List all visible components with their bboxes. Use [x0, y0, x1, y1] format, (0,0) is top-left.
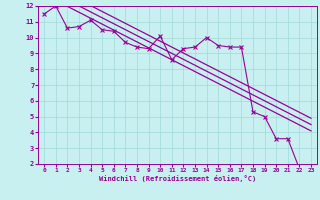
X-axis label: Windchill (Refroidissement éolien,°C): Windchill (Refroidissement éolien,°C) [99, 175, 256, 182]
